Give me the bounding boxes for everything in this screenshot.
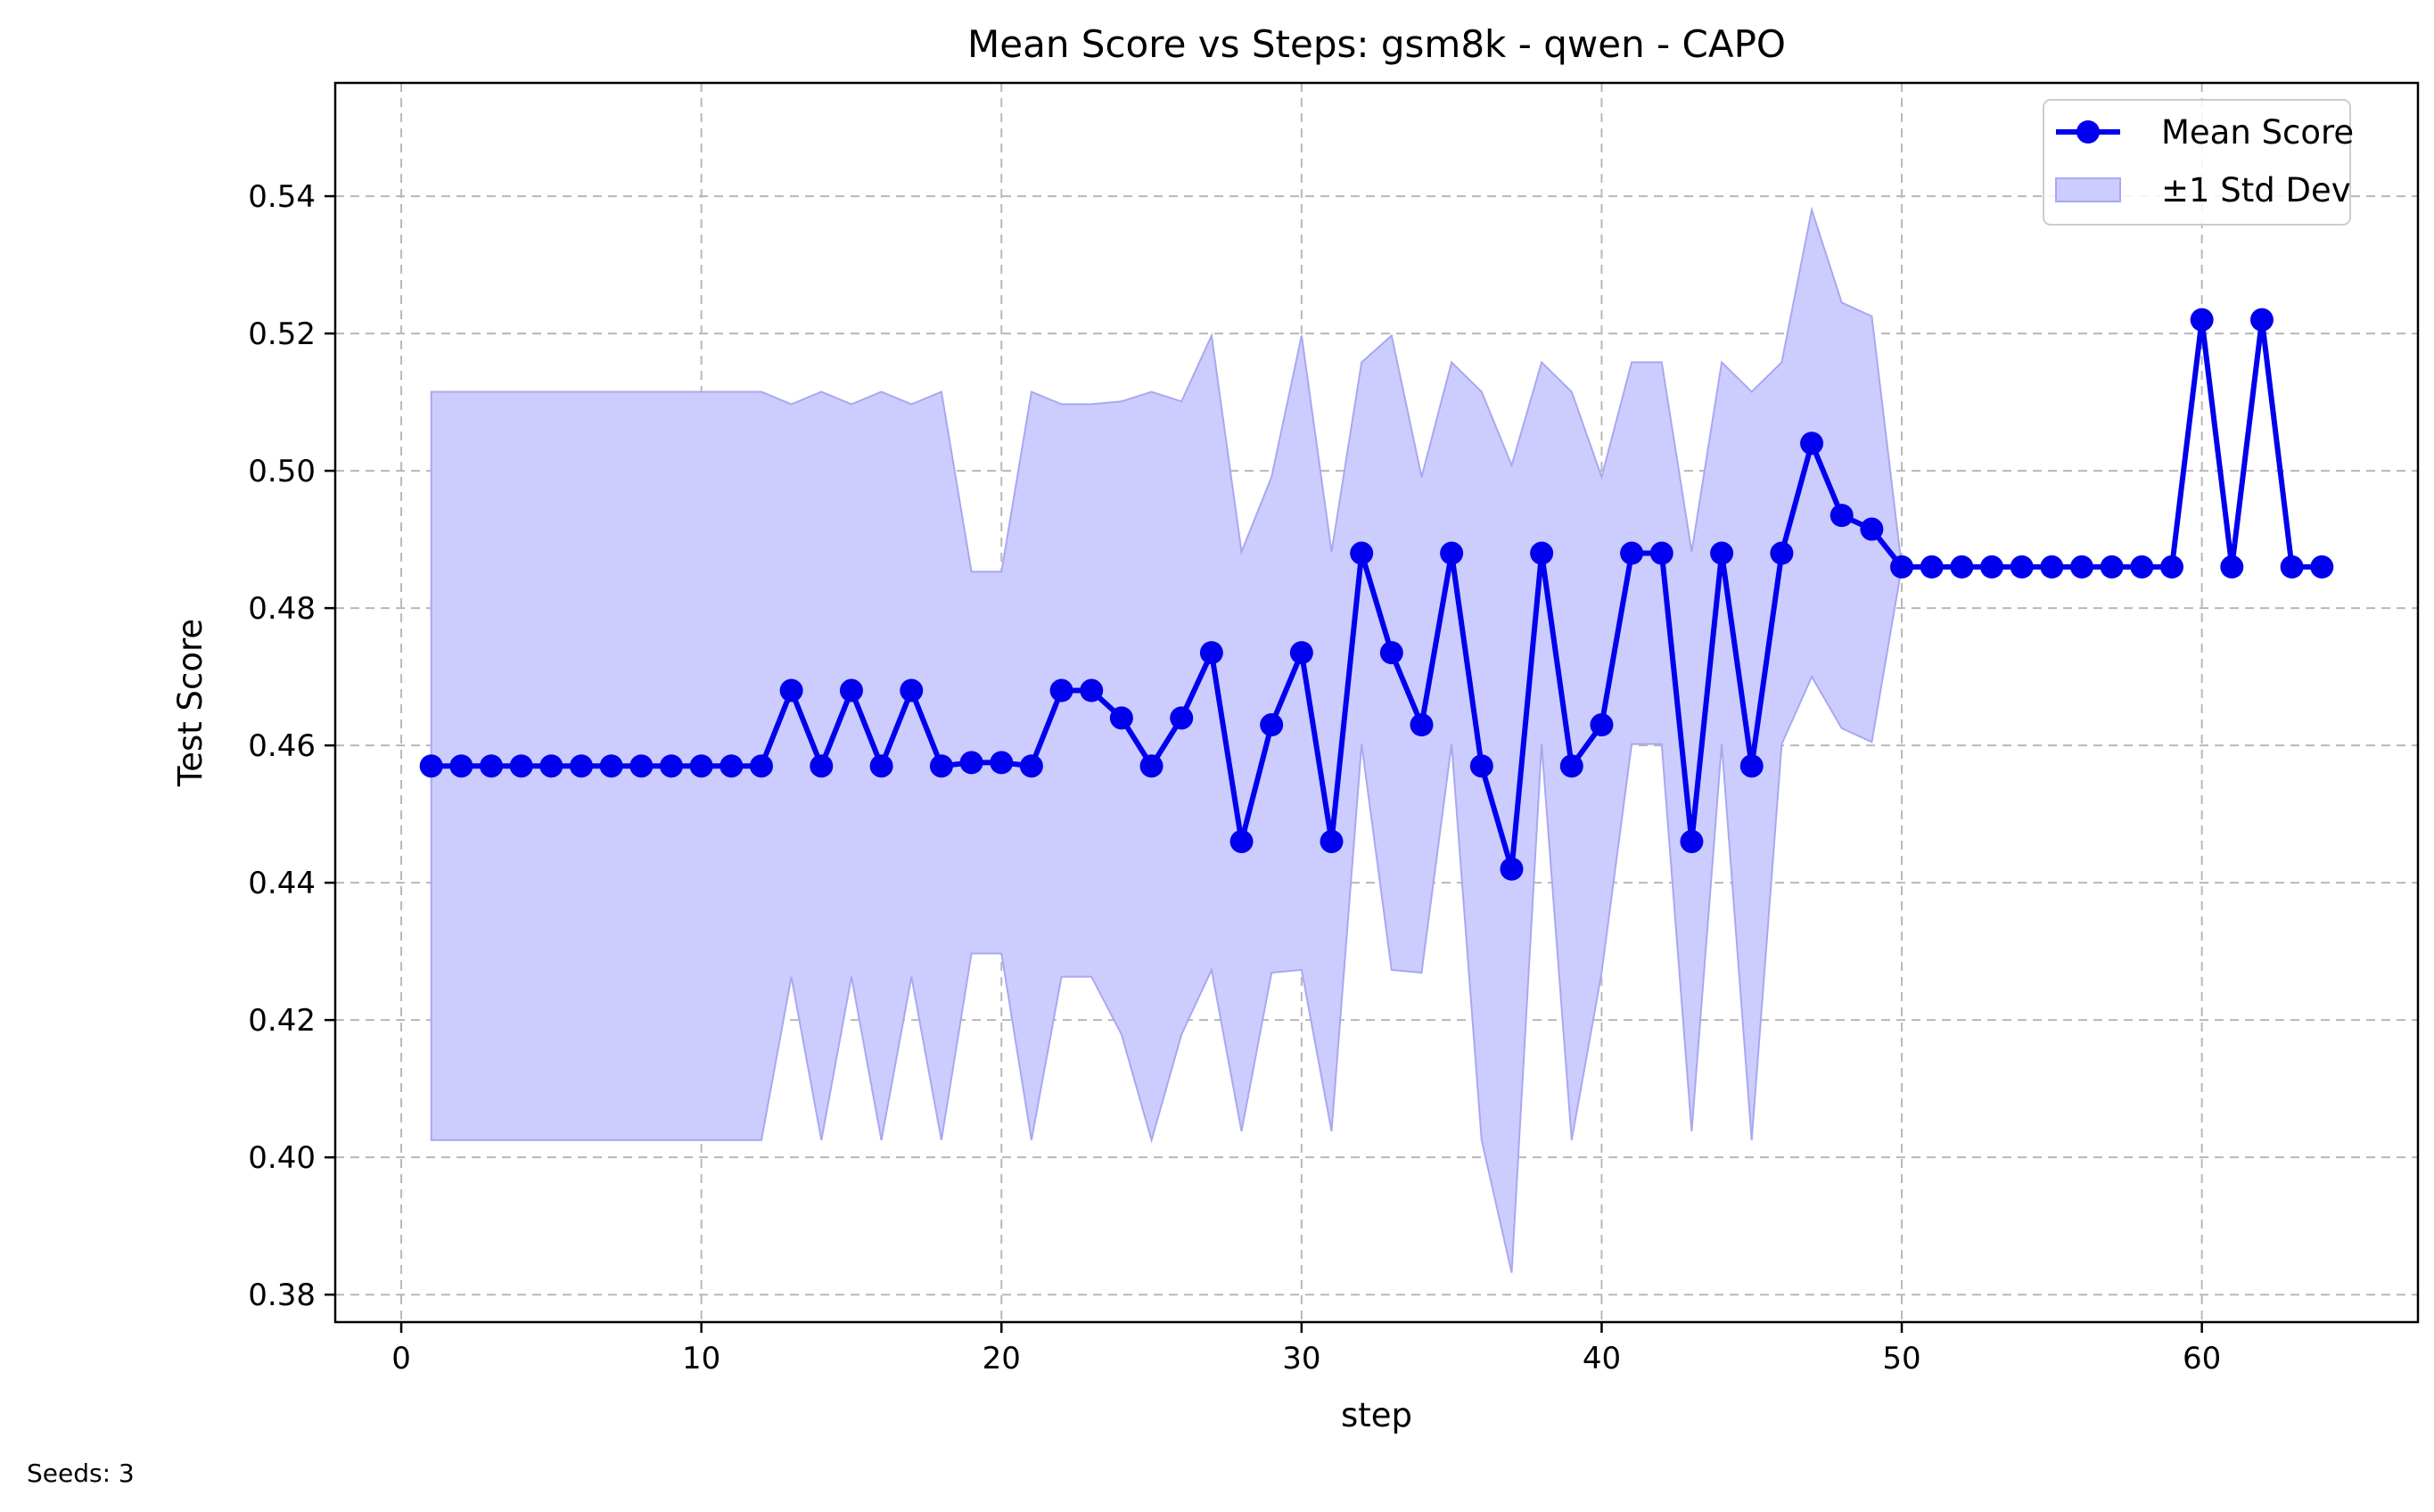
mean-score-point	[1229, 829, 1254, 853]
mean-score-point	[2280, 555, 2304, 579]
x-axis-ticks: 0 10 20 30 40 50 60	[391, 1322, 2221, 1376]
mean-score-point	[2100, 555, 2124, 579]
mean-score-point	[869, 754, 893, 778]
y-tick-label: 0.38	[248, 1278, 316, 1313]
legend-label-std-dev: ±1 Std Dev	[2161, 171, 2351, 210]
mean-score-point	[810, 754, 834, 778]
mean-score-point	[990, 751, 1014, 775]
mean-score-point	[1170, 706, 1194, 730]
mean-score-point	[419, 754, 443, 778]
x-tick-label: 10	[682, 1341, 720, 1376]
mean-score-point	[1800, 431, 1824, 456]
x-tick-label: 50	[1882, 1341, 1920, 1376]
mean-score-point	[1830, 504, 1854, 528]
mean-score-point	[449, 754, 473, 778]
legend-band-swatch	[2055, 177, 2121, 202]
mean-score-point	[539, 754, 563, 778]
x-tick-label: 40	[1583, 1341, 1621, 1376]
y-axis-ticks: 0.38 0.40 0.42 0.44 0.46 0.48 0.50 0.52 0.54	[248, 179, 335, 1313]
mean-score-point	[1739, 754, 1764, 778]
mean-score-point	[659, 754, 683, 778]
mean-score-line	[431, 316, 2323, 872]
std-dev-band	[430, 206, 2323, 1273]
mean-score-point	[2190, 308, 2214, 332]
x-tick-label: 30	[1282, 1341, 1320, 1376]
mean-score-point	[1559, 754, 1583, 778]
mean-score-point	[1860, 517, 1884, 541]
mean-score-point	[1469, 754, 1493, 778]
y-axis-label: Test Score	[171, 619, 210, 787]
legend-label-mean-score: Mean Score	[2161, 113, 2354, 152]
mean-score-point	[1260, 713, 1284, 737]
y-tick-label: 0.44	[248, 866, 316, 901]
mean-score-point	[1320, 829, 1344, 853]
mean-score-point	[1530, 541, 1554, 565]
mean-score-point	[1109, 706, 1133, 730]
mean-score-point	[929, 754, 953, 778]
mean-score-point	[900, 678, 924, 703]
mean-score-point	[629, 754, 654, 778]
seeds-label: Seeds: 3	[27, 1459, 135, 1488]
y-tick-label: 0.42	[248, 1003, 316, 1039]
mean-score-point	[1410, 713, 1434, 737]
y-tick-label: 0.52	[248, 316, 316, 352]
mean-score-point	[1590, 713, 1614, 737]
mean-score-point	[2130, 555, 2154, 579]
mean-score-point	[959, 751, 983, 775]
y-tick-label: 0.54	[248, 179, 316, 215]
x-axis-label: step	[1341, 1396, 1412, 1434]
x-tick-label: 60	[2183, 1341, 2221, 1376]
mean-score-point	[839, 678, 863, 703]
mean-score-point	[570, 754, 594, 778]
mean-score-point	[2220, 555, 2244, 579]
mean-score-point	[480, 754, 504, 778]
mean-score-point	[749, 754, 773, 778]
mean-score-point	[1980, 555, 2004, 579]
mean-score-point	[689, 754, 713, 778]
mean-score-point	[1199, 641, 1223, 665]
mean-score-point	[1289, 641, 1313, 665]
mean-score-point	[1379, 641, 1403, 665]
y-tick-label: 0.48	[248, 591, 316, 627]
mean-score-point	[1920, 555, 1944, 579]
x-tick-label: 0	[391, 1341, 411, 1376]
mean-score-point	[1649, 541, 1673, 565]
mean-score-point	[1080, 678, 1104, 703]
y-tick-label: 0.50	[248, 454, 316, 489]
mean-score-point	[1620, 541, 1644, 565]
mean-score-point	[599, 754, 623, 778]
mean-score-point	[1770, 541, 1794, 565]
mean-score-point	[1890, 555, 1914, 579]
mean-score-point	[2010, 555, 2034, 579]
mean-score-point	[509, 754, 533, 778]
mean-score-point	[779, 678, 803, 703]
mean-score-point	[1440, 541, 1464, 565]
legend: Mean Score ±1 Std Dev	[2043, 99, 2354, 226]
mean-score-point	[1710, 541, 1734, 565]
y-tick-label: 0.40	[248, 1140, 316, 1176]
mean-score-point	[2070, 555, 2094, 579]
mean-score-markers	[419, 308, 2334, 881]
mean-score-point	[2249, 308, 2274, 332]
mean-score-point	[2040, 555, 2064, 579]
legend-marker-swatch	[2076, 120, 2100, 144]
x-tick-label: 20	[983, 1341, 1021, 1376]
plot-frame	[333, 81, 2420, 1324]
mean-score-point	[1350, 541, 1374, 565]
mean-score-point	[720, 754, 744, 778]
mean-score-point	[1500, 857, 1524, 881]
mean-score-point	[2159, 555, 2183, 579]
mean-score-point	[1019, 754, 1043, 778]
mean-score-point	[1139, 754, 1164, 778]
mean-score-point	[2310, 555, 2334, 579]
y-tick-label: 0.46	[248, 728, 316, 764]
chart-title: Mean Score vs Steps: gsm8k - qwen - CAPO	[967, 22, 1786, 66]
mean-score-point	[1680, 829, 1704, 853]
mean-score-point	[1950, 555, 1974, 579]
mean-score-point	[1049, 678, 1073, 703]
